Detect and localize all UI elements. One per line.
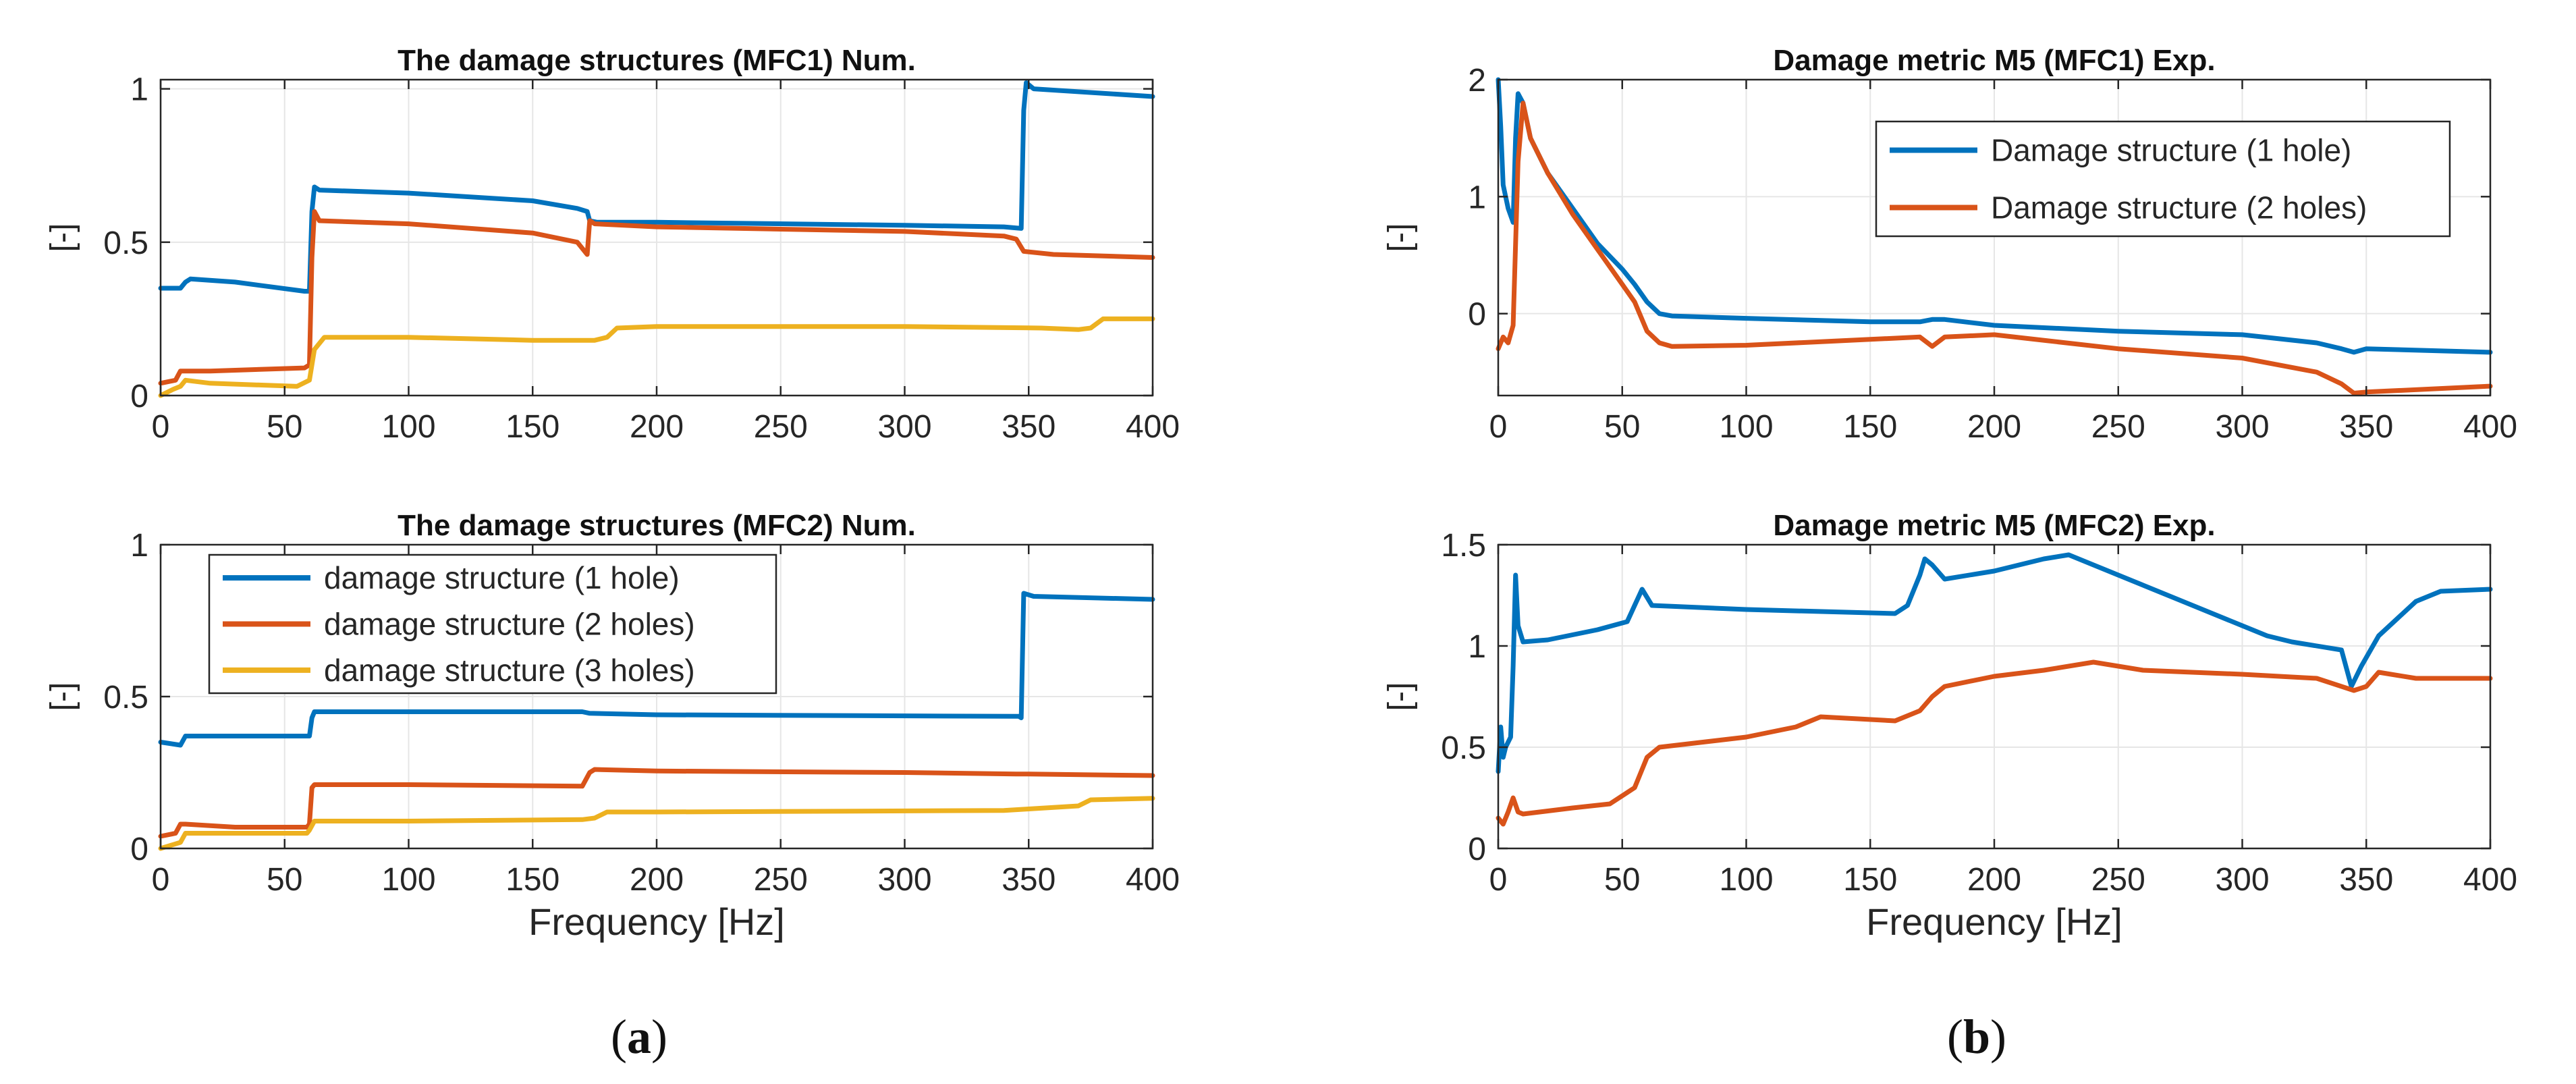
series-line-3	[158, 316, 1155, 398]
y-axis-label: [-]	[1382, 223, 1418, 252]
x-tick-label-3: 150	[505, 409, 559, 445]
chart-title: Damage metric M5 (MFC2) Exp.	[1773, 509, 2215, 542]
caption-b: (b)	[1947, 1010, 2007, 1064]
x-tick-label-4: 200	[1967, 409, 2021, 445]
y-tick-label-3: 1.5	[1441, 528, 1486, 564]
x-tick-label-8: 400	[2463, 409, 2517, 445]
legend-label-2: Damage structure (2 holes)	[1991, 190, 2367, 225]
y-tick-label-2: 1	[130, 72, 148, 108]
x-tick-label-5: 250	[2091, 862, 2145, 898]
x-tick-label-6: 300	[2215, 409, 2269, 445]
x-tick-label-8: 400	[1126, 409, 1180, 445]
y-axis-label: [-]	[45, 682, 80, 711]
chart-title: The damage structures (MFC1) Num.	[398, 44, 916, 77]
chart-b-bottom: 0 50 100 150 200 250 300 350 400 0 0.5 1 1.5 Damage m…	[1382, 509, 2517, 943]
x-tick-label-1: 50	[1604, 862, 1640, 898]
y-tick-label-2: 1	[130, 528, 148, 564]
series-line-2	[1496, 101, 2493, 396]
x-tick-label-7: 350	[2339, 409, 2393, 445]
x-tick-label-6: 300	[2215, 862, 2269, 898]
y-tick-label-1: 0.5	[103, 680, 148, 715]
x-tick-label-7: 350	[2339, 862, 2393, 898]
x-tick-label-4: 200	[630, 862, 684, 898]
series-line-2	[158, 767, 1155, 839]
x-tick-label-5: 250	[754, 409, 808, 445]
series-line-2	[158, 209, 1155, 386]
y-tick-label-0: 0	[1468, 297, 1486, 333]
x-tick-label-3: 150	[505, 862, 559, 898]
chart-a-bottom: 0 50 100 150 200 250 300 350 400 0 0.5 1 The damage …	[45, 509, 1180, 943]
x-tick-label-8: 400	[1126, 862, 1180, 898]
x-tick-label-3: 150	[1843, 409, 1897, 445]
y-tick-label-0: 0	[130, 379, 148, 414]
chart-b-top: 0 50 100 150 200 250 300 350 400 0 1 2 Damage metric…	[1382, 44, 2517, 445]
legend-label-1: Damage structure (1 hole)	[1991, 133, 2351, 168]
x-tick-label-2: 100	[381, 862, 435, 898]
series-line-1	[1496, 552, 2493, 774]
legend: Damage structure (1 hole) Damage structur…	[1875, 120, 2451, 238]
series-line-2	[1496, 659, 2493, 827]
y-tick-label-2: 2	[1468, 63, 1486, 99]
x-axis-label: Frequency [Hz]	[1866, 900, 2122, 943]
x-tick-label-0: 0	[1489, 409, 1508, 445]
x-tick-label-0: 0	[152, 409, 170, 445]
chart-title: Damage metric M5 (MFC1) Exp.	[1773, 44, 2215, 77]
x-tick-label-1: 50	[267, 862, 302, 898]
x-tick-label-5: 250	[2091, 409, 2145, 445]
x-tick-label-1: 50	[267, 409, 302, 445]
legend-label-1: damage structure (1 hole)	[324, 560, 680, 595]
chart-title: The damage structures (MFC2) Num.	[398, 509, 916, 542]
series-line-1	[158, 591, 1155, 748]
x-tick-label-0: 0	[152, 862, 170, 898]
y-axis-label: [-]	[45, 223, 80, 252]
x-tick-label-7: 350	[1002, 862, 1056, 898]
y-tick-label-2: 1	[1468, 629, 1486, 665]
y-tick-label-1: 0.5	[1441, 730, 1486, 766]
legend-box	[1875, 120, 2451, 238]
x-tick-label-2: 100	[381, 409, 435, 445]
x-tick-label-0: 0	[1489, 862, 1508, 898]
y-tick-label-1: 1	[1468, 180, 1486, 215]
series-line-1	[1496, 77, 2493, 355]
x-tick-label-8: 400	[2463, 862, 2517, 898]
x-tick-label-6: 300	[877, 409, 931, 445]
y-tick-label-0: 0	[130, 832, 148, 867]
x-axis-label: Frequency [Hz]	[528, 900, 785, 943]
series-line-1	[158, 80, 1155, 294]
x-tick-label-6: 300	[877, 862, 931, 898]
legend-label-3: damage structure (3 holes)	[324, 653, 695, 688]
y-tick-label-1: 0.5	[103, 225, 148, 261]
x-tick-label-5: 250	[754, 862, 808, 898]
legend: damage structure (1 hole) damage structur…	[208, 553, 777, 695]
x-tick-label-4: 200	[630, 409, 684, 445]
x-tick-label-1: 50	[1604, 409, 1640, 445]
series-line-3	[158, 796, 1155, 851]
x-tick-label-2: 100	[1719, 862, 1773, 898]
chart-a-top: 0 50 100 150 200 250 300 350 400 0 0.5 1 The damage …	[45, 44, 1180, 445]
y-axis-label: [-]	[1382, 682, 1418, 711]
x-tick-label-3: 150	[1843, 862, 1897, 898]
x-tick-label-4: 200	[1967, 862, 2021, 898]
x-tick-label-2: 100	[1719, 409, 1773, 445]
x-tick-label-7: 350	[1002, 409, 1056, 445]
legend-label-2: damage structure (2 holes)	[324, 607, 695, 642]
caption-a: (a)	[611, 1010, 667, 1064]
y-tick-label-0: 0	[1468, 832, 1486, 867]
